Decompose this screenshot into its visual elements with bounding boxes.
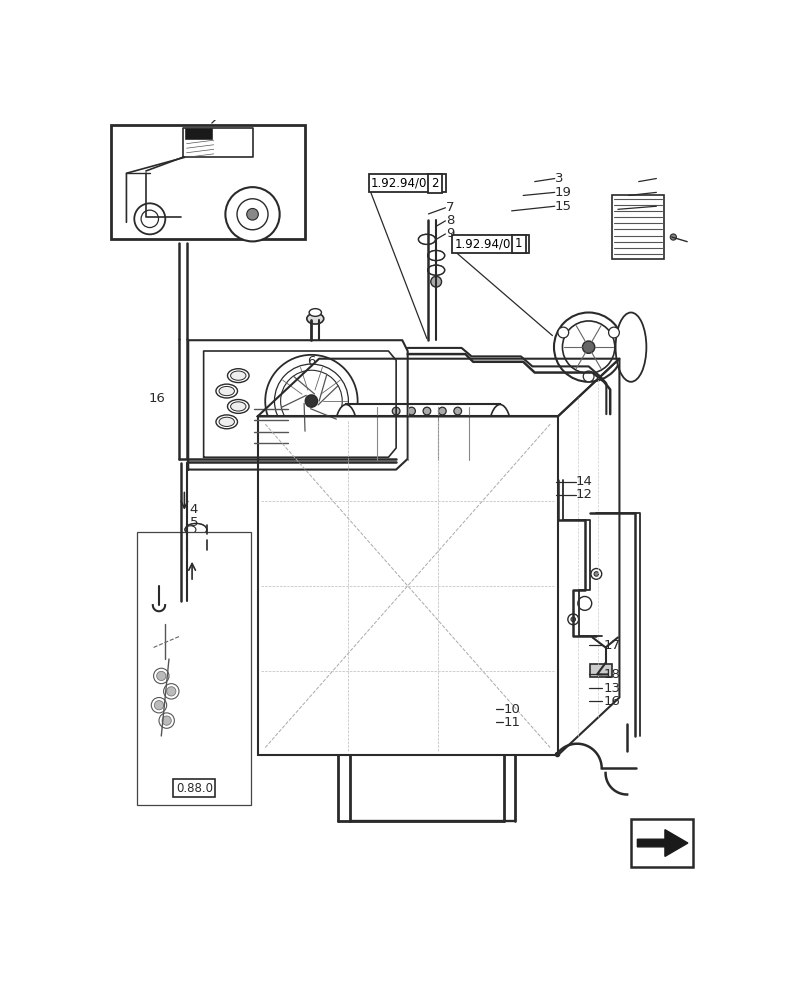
- Circle shape: [162, 716, 171, 725]
- Ellipse shape: [185, 539, 207, 551]
- Text: 19: 19: [554, 186, 571, 199]
- Ellipse shape: [488, 405, 511, 462]
- Text: 17: 17: [603, 639, 620, 652]
- Bar: [630, 819, 692, 867]
- Circle shape: [157, 671, 165, 681]
- Text: 16: 16: [603, 695, 620, 708]
- Ellipse shape: [427, 251, 444, 261]
- Text: 1.92.94/01B: 1.92.94/01B: [371, 177, 443, 190]
- Text: 1.92.94/01A: 1.92.94/01A: [454, 237, 526, 250]
- Circle shape: [577, 596, 591, 610]
- Text: 13: 13: [603, 682, 620, 695]
- Bar: [345, 404, 500, 462]
- Circle shape: [274, 364, 348, 438]
- Bar: [111, 125, 304, 239]
- Circle shape: [669, 234, 676, 240]
- Ellipse shape: [615, 312, 646, 382]
- Text: 5: 5: [190, 516, 198, 529]
- Ellipse shape: [427, 251, 444, 261]
- Text: 4: 4: [190, 503, 198, 516]
- Circle shape: [453, 407, 461, 415]
- Ellipse shape: [427, 265, 444, 275]
- Ellipse shape: [227, 369, 249, 383]
- Ellipse shape: [562, 321, 614, 373]
- Circle shape: [570, 617, 575, 622]
- Circle shape: [166, 687, 176, 696]
- Circle shape: [582, 371, 594, 382]
- Text: 14: 14: [575, 475, 592, 488]
- Bar: [611, 195, 663, 259]
- Bar: [137, 532, 251, 805]
- Ellipse shape: [334, 405, 357, 462]
- Circle shape: [141, 210, 158, 228]
- Circle shape: [581, 341, 594, 353]
- Text: 6: 6: [307, 355, 315, 368]
- Ellipse shape: [185, 523, 207, 536]
- Text: 10: 10: [503, 703, 520, 716]
- Circle shape: [225, 187, 279, 241]
- Circle shape: [163, 684, 178, 699]
- Text: 8: 8: [445, 214, 454, 227]
- Ellipse shape: [307, 313, 324, 324]
- Circle shape: [134, 203, 165, 234]
- Bar: [184, 128, 212, 139]
- Circle shape: [594, 572, 598, 576]
- Text: 11: 11: [503, 716, 520, 729]
- Circle shape: [237, 199, 268, 230]
- Ellipse shape: [227, 400, 249, 413]
- Circle shape: [392, 407, 400, 415]
- Circle shape: [607, 327, 619, 338]
- Ellipse shape: [185, 541, 195, 549]
- Circle shape: [431, 276, 441, 287]
- Text: 1: 1: [514, 237, 522, 250]
- Ellipse shape: [553, 312, 623, 382]
- Text: 3: 3: [554, 172, 563, 185]
- Circle shape: [154, 701, 163, 710]
- Circle shape: [423, 407, 431, 415]
- Text: 16: 16: [148, 392, 165, 405]
- Text: 15: 15: [554, 200, 571, 213]
- Circle shape: [265, 355, 357, 447]
- Ellipse shape: [216, 384, 237, 398]
- Circle shape: [281, 370, 341, 432]
- Circle shape: [407, 407, 415, 415]
- Text: 18: 18: [603, 668, 620, 681]
- Text: 9: 9: [445, 227, 454, 240]
- Ellipse shape: [427, 265, 444, 275]
- Bar: [590, 664, 611, 677]
- Circle shape: [153, 668, 169, 684]
- Circle shape: [159, 713, 174, 728]
- Polygon shape: [637, 830, 687, 856]
- Text: 0.88.0: 0.88.0: [176, 782, 212, 795]
- Circle shape: [305, 395, 317, 407]
- Text: 12: 12: [575, 488, 592, 501]
- Ellipse shape: [418, 234, 435, 244]
- Ellipse shape: [219, 386, 234, 396]
- Text: 7: 7: [445, 201, 454, 214]
- Circle shape: [151, 698, 166, 713]
- Circle shape: [247, 208, 258, 220]
- Text: 2: 2: [431, 177, 438, 190]
- Circle shape: [567, 614, 578, 625]
- Ellipse shape: [216, 415, 237, 429]
- Circle shape: [438, 407, 445, 415]
- Ellipse shape: [309, 309, 321, 316]
- Ellipse shape: [230, 402, 246, 411]
- Ellipse shape: [418, 234, 435, 244]
- Ellipse shape: [185, 523, 207, 536]
- Ellipse shape: [185, 526, 195, 533]
- Circle shape: [590, 569, 601, 579]
- Circle shape: [557, 327, 568, 338]
- Ellipse shape: [230, 371, 246, 380]
- Bar: [257, 416, 557, 755]
- Ellipse shape: [219, 417, 234, 426]
- Ellipse shape: [185, 539, 207, 551]
